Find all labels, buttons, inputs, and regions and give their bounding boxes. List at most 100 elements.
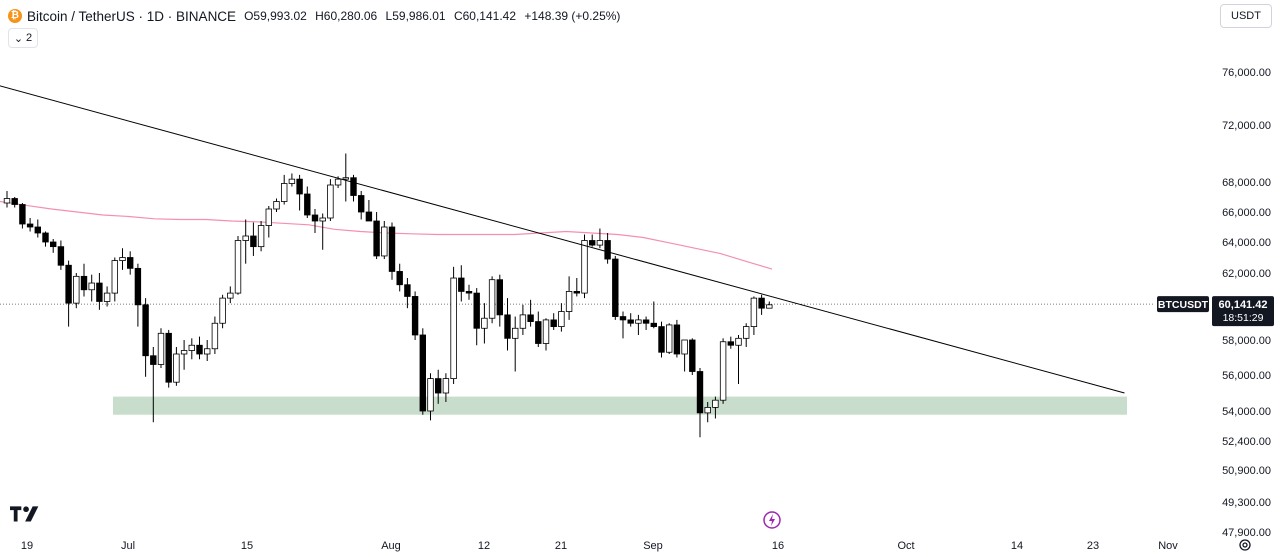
candle-body[interactable] <box>150 355 157 365</box>
candle-body[interactable] <box>19 204 26 225</box>
candle-body[interactable] <box>288 178 296 184</box>
candle-body[interactable] <box>612 258 619 317</box>
candle-body[interactable] <box>342 177 349 180</box>
candle-body[interactable] <box>719 341 727 401</box>
candle-body[interactable] <box>80 275 88 291</box>
candle-body[interactable] <box>681 339 688 355</box>
gear-icon[interactable] <box>1238 538 1252 552</box>
candle-body[interactable] <box>481 317 488 329</box>
candle-body[interactable] <box>450 277 457 379</box>
candle-body[interactable] <box>142 304 149 357</box>
candle-body[interactable] <box>311 214 319 222</box>
candle-body[interactable] <box>273 201 280 210</box>
candle-body[interactable] <box>473 292 480 329</box>
indicator-legend-toggle[interactable]: ⌄ 2 <box>8 28 38 48</box>
candle-body[interactable] <box>673 324 681 355</box>
candle-body[interactable] <box>573 291 580 294</box>
candle-body[interactable] <box>766 304 773 309</box>
candle-body[interactable] <box>34 226 41 234</box>
candle-body[interactable] <box>434 378 442 394</box>
candle-body[interactable] <box>458 277 465 292</box>
candle-body[interactable] <box>203 348 211 355</box>
candle-body[interactable] <box>488 279 496 319</box>
candle-body[interactable] <box>419 334 426 412</box>
candle-body[interactable] <box>465 291 473 294</box>
candle-body[interactable] <box>642 319 650 324</box>
symbol-title[interactable]: Bitcoin / TetherUS · 1D · BINANCE <box>27 8 237 24</box>
candle-body[interactable] <box>396 271 403 286</box>
candle-body[interactable] <box>666 324 673 353</box>
candle-body[interactable] <box>3 198 11 204</box>
candle-body[interactable] <box>188 344 195 351</box>
candle-body[interactable] <box>712 399 719 408</box>
candle-body[interactable] <box>650 322 657 327</box>
candle-body[interactable] <box>334 178 342 186</box>
candle-body[interactable] <box>73 275 80 304</box>
candle-body[interactable] <box>365 211 373 222</box>
candle-body[interactable] <box>627 319 634 324</box>
candle-body[interactable] <box>619 316 627 321</box>
candle-body[interactable] <box>743 326 750 339</box>
candle-body[interactable] <box>535 321 542 344</box>
candle-body[interactable] <box>265 208 272 226</box>
candle-body[interactable] <box>727 341 734 346</box>
candle-body[interactable] <box>50 241 57 248</box>
candle-body[interactable] <box>581 240 588 294</box>
candle-body[interactable] <box>219 297 226 324</box>
candle-body[interactable] <box>735 337 742 346</box>
candle-body[interactable] <box>65 264 72 304</box>
candle-body[interactable] <box>257 225 265 248</box>
candle-body[interactable] <box>704 406 711 414</box>
candle-body[interactable] <box>42 232 49 243</box>
candle-body[interactable] <box>304 193 311 216</box>
candle-body[interactable] <box>404 284 411 297</box>
currency-button[interactable]: USDT <box>1220 4 1272 28</box>
candle-body[interactable] <box>388 226 396 272</box>
candle-body[interactable] <box>196 344 203 355</box>
candle-body[interactable] <box>296 178 303 195</box>
candle-body[interactable] <box>319 217 326 222</box>
candle-body[interactable] <box>119 257 126 261</box>
candle-body[interactable] <box>227 292 234 299</box>
tradingview-logo[interactable] <box>10 504 44 522</box>
candle-body[interactable] <box>26 223 34 228</box>
candle-body[interactable] <box>504 314 511 339</box>
candle-body[interactable] <box>527 314 534 322</box>
candle-body[interactable] <box>604 240 611 260</box>
candle-body[interactable] <box>558 311 565 327</box>
trend-line[interactable] <box>0 77 1125 394</box>
candle-body[interactable] <box>542 319 550 344</box>
candle-body[interactable] <box>327 184 334 219</box>
lightning-icon[interactable] <box>763 511 781 529</box>
candle-body[interactable] <box>88 282 95 291</box>
candle-body[interactable] <box>411 296 419 336</box>
candle-body[interactable] <box>11 198 18 205</box>
candle-body[interactable] <box>234 240 242 294</box>
candle-body[interactable] <box>280 183 288 202</box>
candle-body[interactable] <box>589 240 596 246</box>
candle-body[interactable] <box>250 235 257 248</box>
candle-body[interactable] <box>157 332 165 365</box>
candle-body[interactable] <box>596 240 604 246</box>
candle-body[interactable] <box>127 257 134 269</box>
candle-body[interactable] <box>427 378 434 412</box>
candle-body[interactable] <box>350 177 357 196</box>
candle-body[interactable] <box>96 282 103 302</box>
candle-body[interactable] <box>750 297 758 328</box>
candle-body[interactable] <box>635 319 642 324</box>
candle-body[interactable] <box>357 195 365 213</box>
candle-body[interactable] <box>550 319 557 327</box>
candle-body[interactable] <box>373 220 380 257</box>
candle-body[interactable] <box>242 235 249 241</box>
candle-body[interactable] <box>696 371 704 414</box>
candle-body[interactable] <box>381 226 388 257</box>
candle-body[interactable] <box>111 260 118 294</box>
candle-body[interactable] <box>512 327 519 339</box>
candle-body[interactable] <box>658 326 665 353</box>
candle-body[interactable] <box>165 332 172 383</box>
candle-body[interactable] <box>689 339 696 372</box>
candle-body[interactable] <box>173 353 180 383</box>
candle-body[interactable] <box>565 291 573 312</box>
candle-body[interactable] <box>211 322 219 350</box>
candle-body[interactable] <box>496 279 503 316</box>
